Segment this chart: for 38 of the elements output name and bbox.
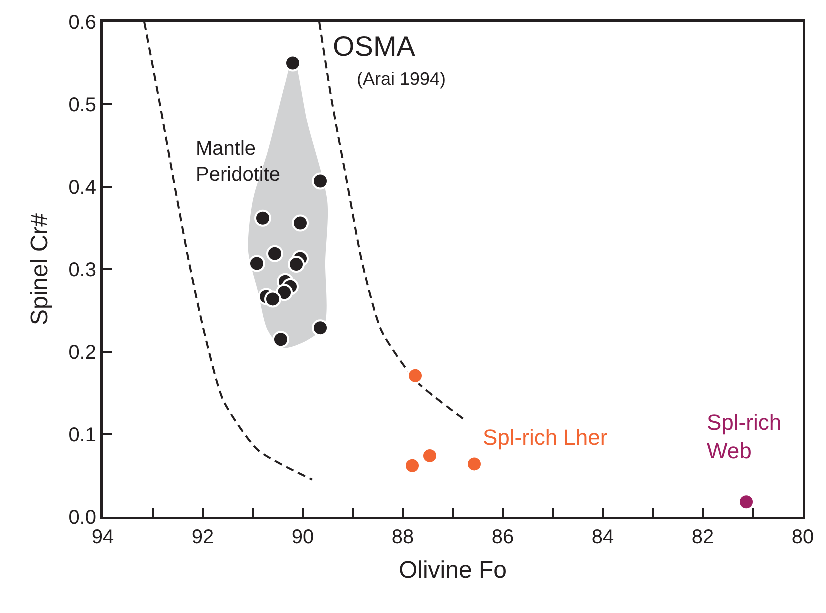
- point: [292, 214, 309, 232]
- y-tick-label: 0.1: [68, 424, 96, 446]
- point: [264, 290, 282, 308]
- annotation: Mantle Peridotite: [196, 138, 280, 186]
- x-tick-label: 80: [792, 526, 814, 548]
- y-tick-label: 0.6: [68, 12, 96, 34]
- point: [466, 456, 483, 473]
- x-tick-label: 82: [692, 526, 714, 548]
- x-tick-label: 88: [392, 526, 414, 548]
- point: [404, 457, 421, 474]
- y-tick-label: 0.3: [68, 260, 96, 282]
- point: [407, 367, 424, 384]
- annotation: (Arai 1994): [357, 69, 446, 89]
- annotation: OSMA: [333, 31, 416, 62]
- point: [272, 331, 290, 348]
- x-axis-title: Olivine Fo: [398, 557, 508, 584]
- point: [266, 245, 284, 262]
- point: [284, 54, 302, 72]
- x-tick-label: 92: [192, 526, 214, 548]
- line-series: [318, 22, 466, 422]
- y-tick-label: 0.2: [68, 342, 96, 364]
- x-tick-label: 90: [292, 526, 314, 548]
- y-tick-label: 0.4: [68, 177, 96, 199]
- x-tick-label: 86: [492, 526, 514, 548]
- x-tick-label: 84: [592, 526, 614, 548]
- point: [248, 255, 266, 272]
- point: [738, 494, 755, 511]
- y-tick-label: 0.5: [68, 94, 96, 116]
- line-series: [144, 22, 314, 481]
- y-tick-label: 0.0: [68, 507, 96, 529]
- point: [312, 320, 329, 337]
- point: [288, 256, 305, 274]
- y-axis-title: Spinel Cr#: [26, 212, 54, 326]
- text: Spl-rich Web: [707, 410, 782, 464]
- point: [254, 210, 272, 227]
- series-label: Spl-rich Lher: [483, 425, 608, 450]
- point: [312, 172, 329, 190]
- x-tick-label: 94: [92, 526, 114, 548]
